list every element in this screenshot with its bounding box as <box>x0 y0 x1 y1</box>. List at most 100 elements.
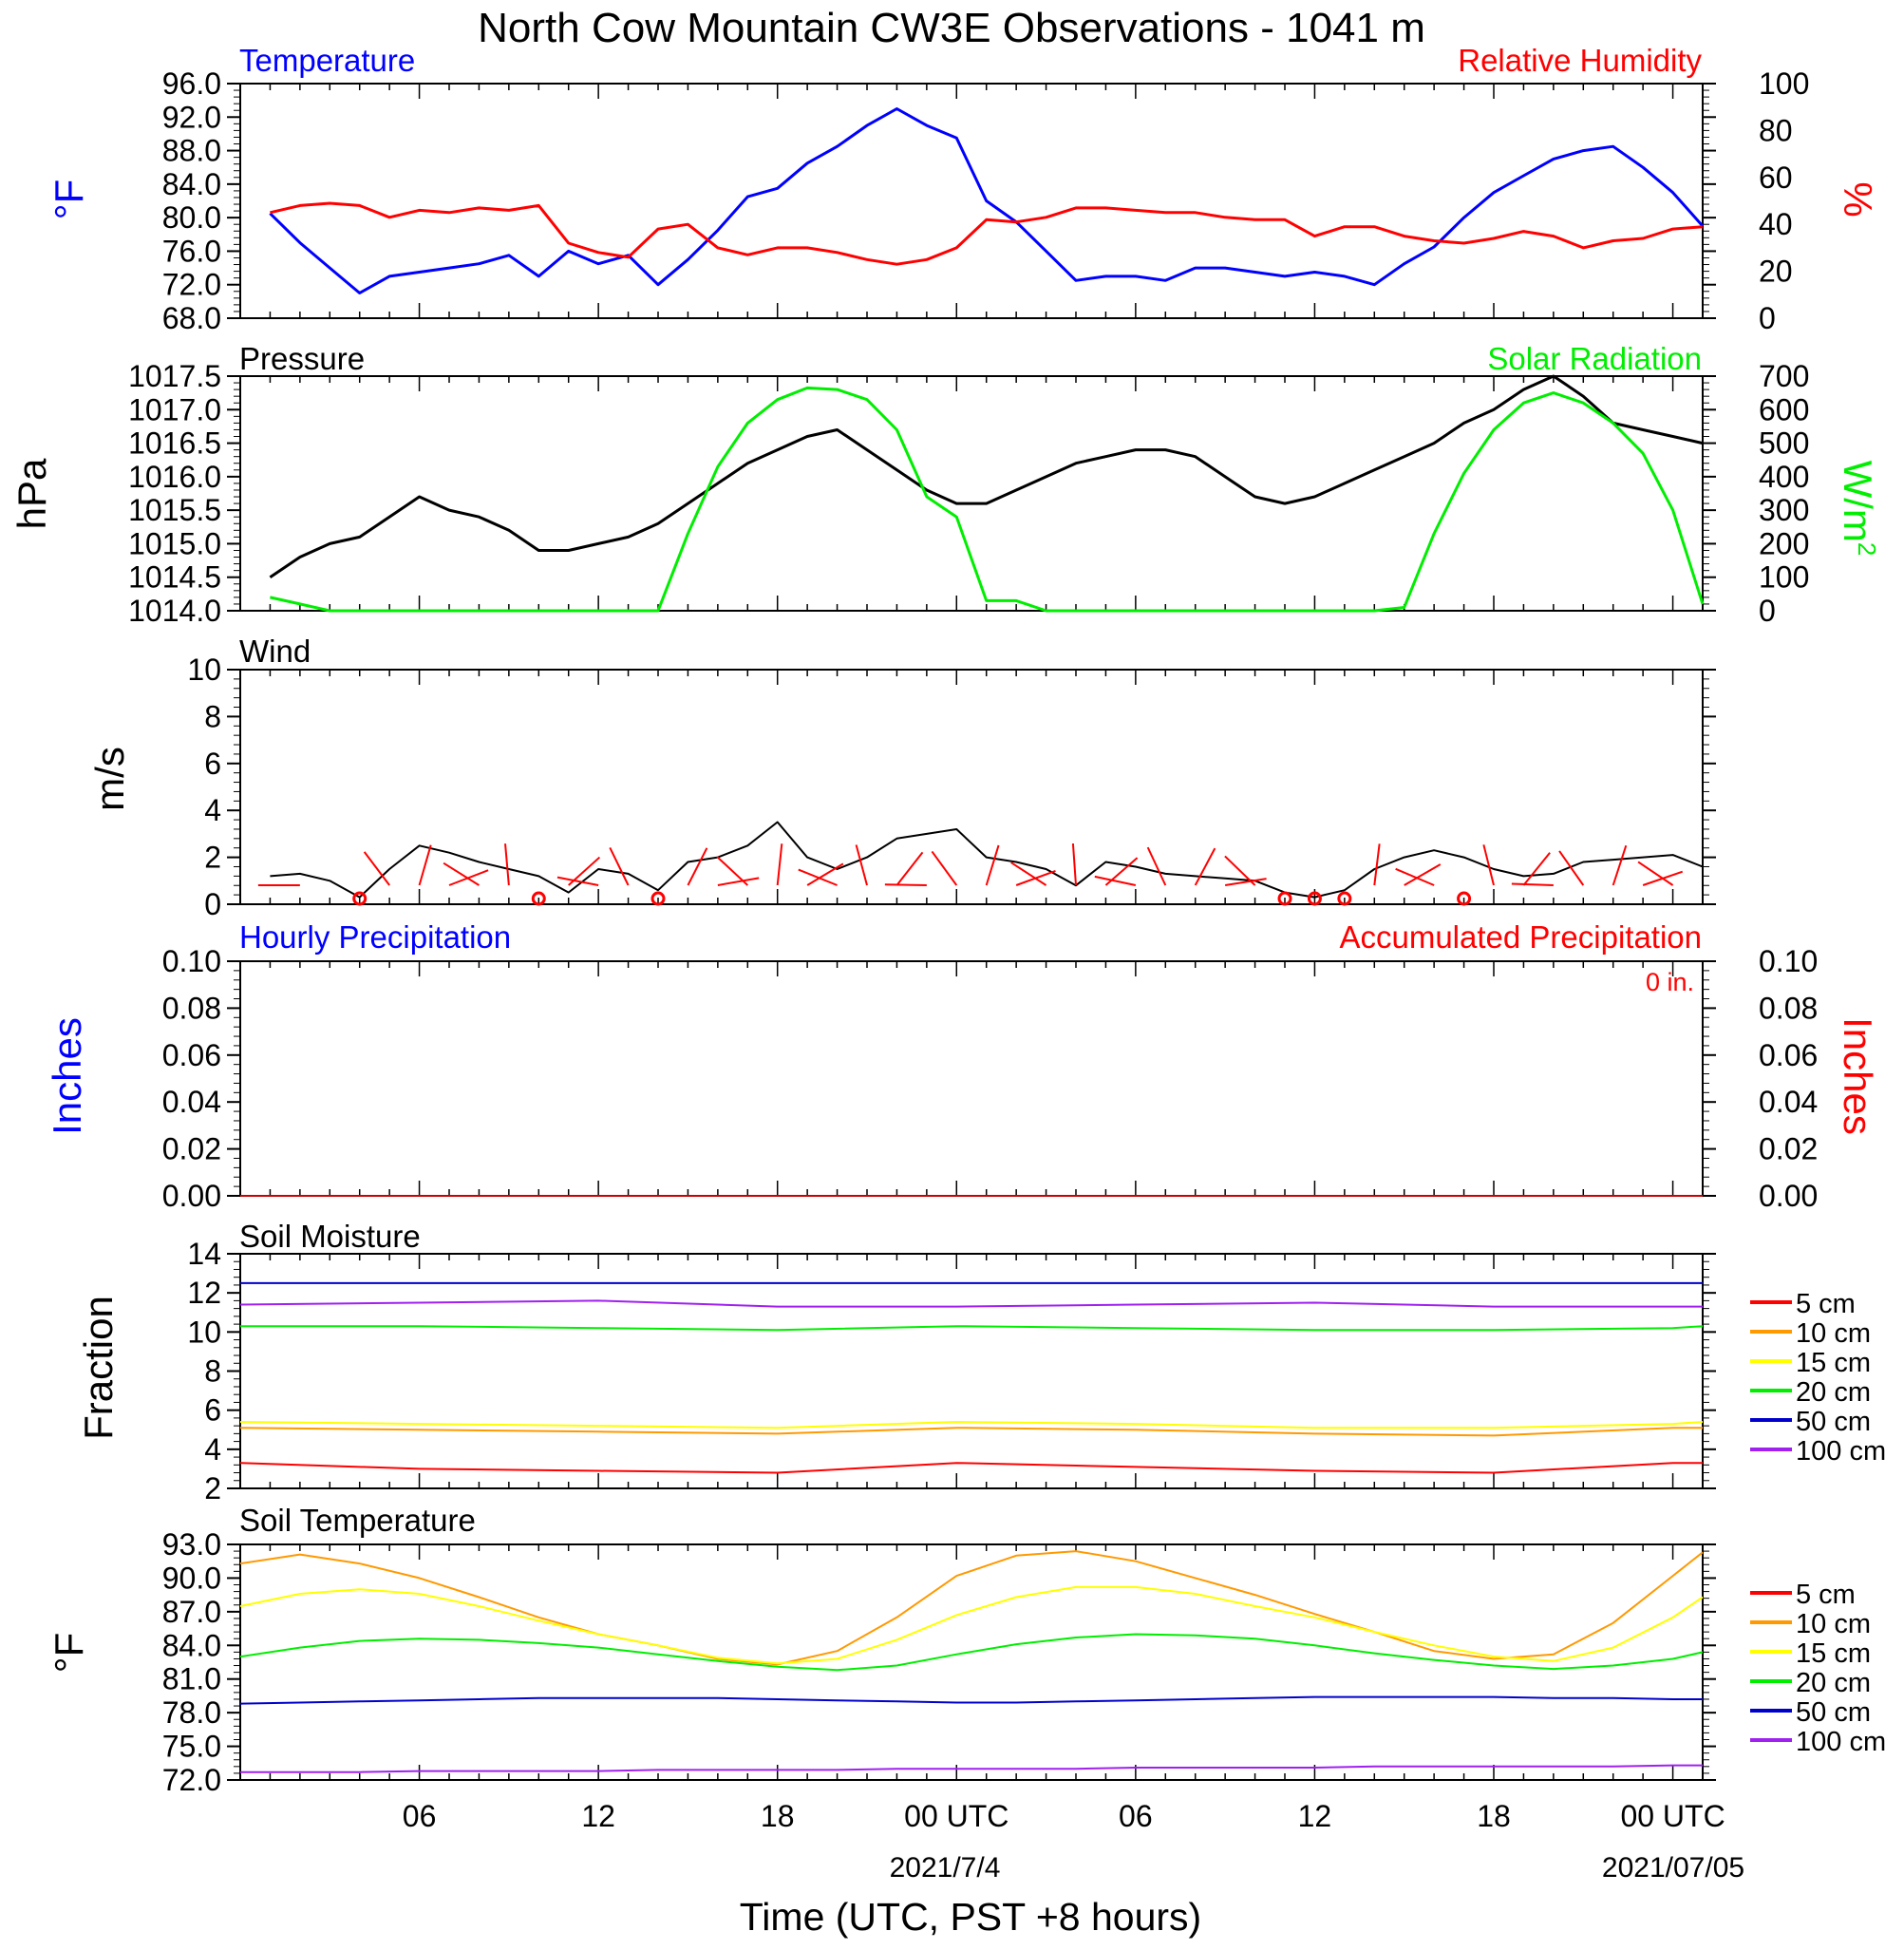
x-tick-label: 00 UTC <box>904 1799 1009 1833</box>
y-tick-label-right-pressure_solar: 500 <box>1759 426 1809 461</box>
series-line-wind-0 <box>270 821 1704 899</box>
y-tick-label-soil_temperature: 78.0 <box>162 1695 221 1730</box>
y-tick-label-pressure_solar: 1017.0 <box>128 392 221 426</box>
y-tick-label-wind: 6 <box>204 747 221 781</box>
x-date-label-0: 2021/7/4 <box>890 1852 1001 1884</box>
wind-barb <box>1558 850 1585 886</box>
wind-barb <box>556 876 599 886</box>
wind-barb <box>443 861 480 886</box>
y-tick-label-temperature_rh: 96.0 <box>162 66 221 101</box>
series-line-pressure_solar-1 <box>270 386 1705 613</box>
series-line-soil_temperature-2 <box>239 1633 1704 1672</box>
y-tick-label-soil_moisture: 4 <box>204 1432 221 1467</box>
y-tick-label-temperature_rh: 88.0 <box>162 134 221 168</box>
wind-barb <box>776 843 783 886</box>
y-tick-label-temperature_rh: 68.0 <box>162 301 221 335</box>
panel-frame-temperature_rh <box>239 83 1704 319</box>
y-tick-label-soil_temperature: 72.0 <box>162 1763 221 1797</box>
wind-barb <box>895 851 924 886</box>
wind-barb <box>1637 861 1674 886</box>
temperature-axis-unit: °F <box>47 180 91 219</box>
wind-barb <box>1404 863 1442 886</box>
y-tick-label-pressure_solar: 1017.5 <box>128 359 221 393</box>
series-line-soil_temperature-4 <box>240 1764 1703 1773</box>
wind-barb <box>1511 882 1554 886</box>
wind-barb <box>855 844 868 886</box>
legend-label: 100 cm <box>1796 1727 1886 1757</box>
wind-calm-circle <box>1457 891 1472 906</box>
y-tick-label-right-pressure_solar: 600 <box>1759 392 1809 426</box>
humidity-panel-title: Relative Humidity <box>1458 43 1702 78</box>
x-tick-label: 12 <box>1298 1799 1332 1833</box>
series-line-soil_moisture-5 <box>239 1299 1703 1308</box>
legend-label: 10 cm <box>1796 1609 1871 1639</box>
panel-frame-wind <box>239 669 1704 905</box>
soil-temperature-panel-title: Soil Temperature <box>239 1503 476 1538</box>
series-line-temperature_rh-1 <box>270 201 1704 266</box>
y-tick-label-soil_temperature: 93.0 <box>162 1527 221 1562</box>
legend-label: 20 cm <box>1796 1377 1871 1408</box>
y-tick-label-soil_temperature: 87.0 <box>162 1595 221 1629</box>
y-tick-label-pressure_solar: 1014.0 <box>128 594 221 628</box>
series-line-soil_temperature-1 <box>239 1585 1704 1665</box>
y-tick-label-right-pressure_solar: 100 <box>1759 560 1809 595</box>
y-tick-label-soil_temperature: 90.0 <box>162 1561 221 1595</box>
accumulated-precip-panel-title: Accumulated Precipitation <box>1339 919 1702 955</box>
wind-barb <box>1094 875 1137 886</box>
legend-label: 15 cm <box>1796 1348 1871 1378</box>
wind-barb <box>985 844 1000 886</box>
series-line-soil_moisture-0 <box>239 1462 1703 1474</box>
y-tick-label-right-precipitation: 0.02 <box>1759 1132 1818 1166</box>
y-tick-label-soil_moisture: 12 <box>187 1276 221 1310</box>
x-tick-label: 06 <box>1119 1799 1153 1833</box>
x-tick-label: 00 UTC <box>1620 1799 1725 1833</box>
y-tick-label-right-pressure_solar: 400 <box>1759 460 1809 494</box>
wind-barb <box>1612 844 1628 886</box>
figure-title: North Cow Mountain CW3E Observations - 1… <box>478 5 1425 51</box>
wind-barb <box>717 877 760 886</box>
wind-barb <box>1146 846 1167 886</box>
y-tick-label-wind: 2 <box>204 841 221 875</box>
legend-label: 50 cm <box>1796 1697 1871 1728</box>
pressure-axis-unit: hPa <box>9 458 54 529</box>
x-tick-label: 06 <box>403 1799 437 1833</box>
y-tick-label-right-precipitation: 0.04 <box>1759 1085 1818 1119</box>
wind-barb <box>1482 844 1495 886</box>
wind-barb <box>931 850 958 886</box>
y-tick-label-temperature_rh: 80.0 <box>162 200 221 235</box>
series-line-soil_moisture-2 <box>239 1421 1704 1429</box>
panel-frame-soil_temperature <box>239 1543 1704 1781</box>
y-tick-label-right-temperature_rh: 80 <box>1759 113 1793 147</box>
wind-barb <box>1071 843 1077 886</box>
y-tick-label-soil_moisture: 6 <box>204 1393 221 1428</box>
y-tick-label-soil_moisture: 2 <box>204 1471 221 1505</box>
y-tick-label-temperature_rh: 92.0 <box>162 100 221 134</box>
y-tick-label-wind: 4 <box>204 793 221 827</box>
y-tick-label-right-temperature_rh: 0 <box>1759 301 1776 335</box>
series-line-pressure_solar-0 <box>269 374 1704 578</box>
y-tick-label-pressure_solar: 1015.0 <box>128 526 221 560</box>
plot-layer: 96.092.088.084.080.076.072.068.010080604… <box>128 66 1886 1833</box>
y-tick-label-precipitation: 0.08 <box>162 991 221 1025</box>
wind-calm-circle <box>531 891 546 906</box>
pressure-panel-title: Pressure <box>239 341 365 376</box>
hourly-precip-axis-unit: Inches <box>45 1017 89 1135</box>
hourly-precip-panel-title: Hourly Precipitation <box>239 919 511 955</box>
y-tick-label-wind: 8 <box>204 699 221 733</box>
y-tick-label-right-pressure_solar: 300 <box>1759 493 1809 527</box>
y-tick-label-right-precipitation: 0.00 <box>1759 1179 1818 1213</box>
humidity-axis-unit: % <box>1836 181 1880 217</box>
legend-label: 10 cm <box>1796 1318 1871 1349</box>
y-tick-label-pressure_solar: 1015.5 <box>128 493 221 527</box>
panel-frame-pressure_solar <box>239 375 1704 612</box>
legend-label: 15 cm <box>1796 1638 1871 1669</box>
wind-barb <box>1373 843 1381 886</box>
wind-barb <box>504 843 510 886</box>
legend-label: 100 cm <box>1796 1436 1886 1467</box>
y-tick-label-pressure_solar: 1016.5 <box>128 426 221 461</box>
y-tick-label-right-precipitation: 0.08 <box>1759 991 1818 1025</box>
x-tick-label: 18 <box>1477 1799 1511 1833</box>
wind-barb <box>806 862 844 886</box>
